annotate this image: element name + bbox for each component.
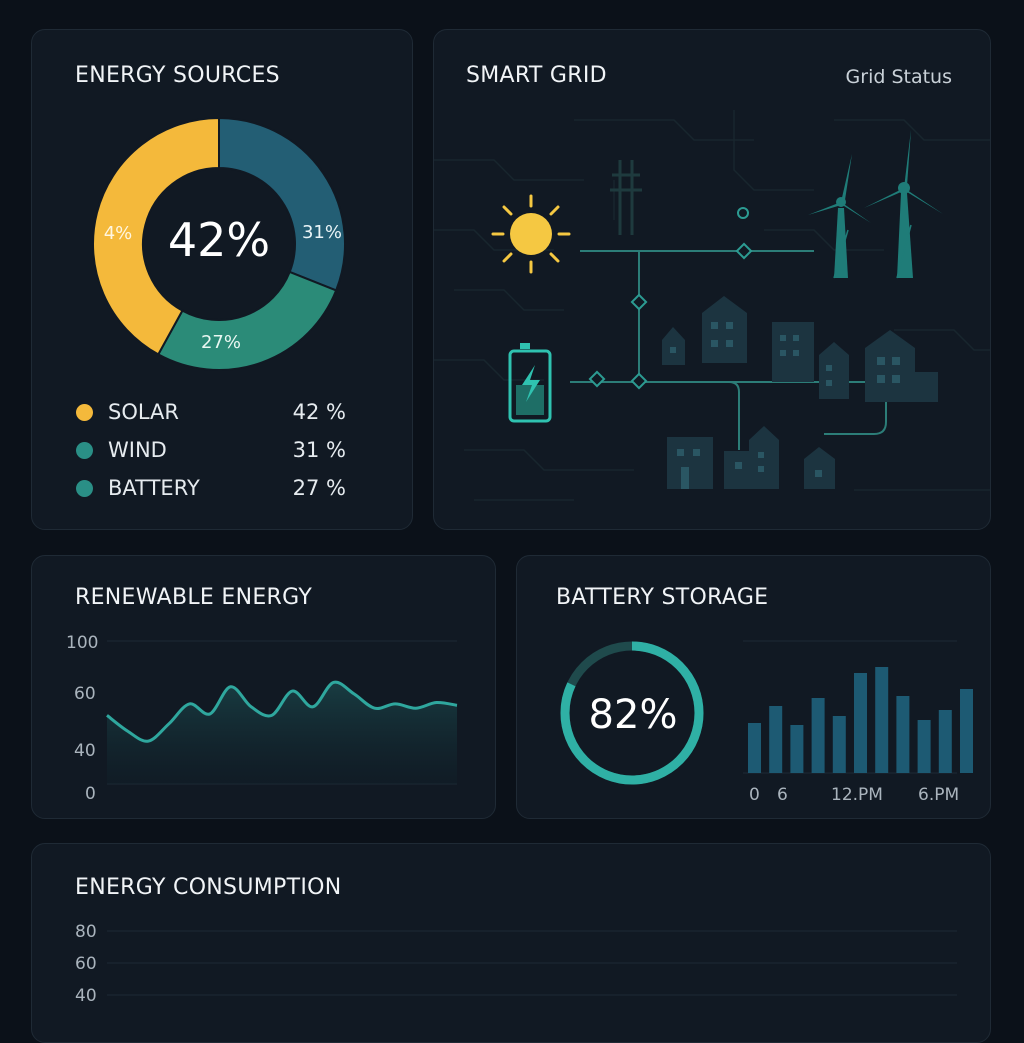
x-tick-label: 6.PM — [918, 785, 960, 805]
legend-item-battery: BATTERY 27 % — [76, 474, 346, 504]
renewable-series-line — [106, 680, 458, 743]
energy-consumption-title: ENERGY CONSUMPTION — [75, 875, 342, 900]
energy-sources-card: ENERGY SOURCES 42% 4% 31% 27% SOLAR 42 %… — [31, 29, 413, 530]
power-pylon-icon — [610, 160, 642, 235]
chart-gridlines — [107, 930, 957, 996]
battery-storage-card: BATTERY STORAGE 82% 0 6 12.PM 6.PM — [516, 555, 991, 819]
gauge-value: 82% — [589, 692, 678, 738]
energy-sources-donut-chart: 42% 4% 31% 27% — [92, 116, 346, 371]
y-tick-label: 100 — [66, 633, 99, 653]
x-tick-label: 6 — [777, 785, 788, 805]
legend-item-solar: SOLAR 42 % — [76, 398, 346, 428]
battery-bar — [769, 706, 783, 773]
donut-slice-wind — [218, 116, 346, 292]
circuit-traces — [434, 110, 990, 501]
y-tick-label: 60 — [75, 954, 97, 974]
sun-icon — [491, 194, 571, 274]
legend-dot-solar — [76, 404, 93, 421]
legend-value-wind: 31 % — [292, 438, 346, 462]
energy-sources-title: ENERGY SOURCES — [75, 63, 280, 88]
donut-slice-battery — [156, 270, 338, 371]
grid-status-label[interactable]: Grid Status — [845, 66, 952, 88]
legend-dot-wind — [76, 442, 93, 459]
smart-grid-title: SMART GRID — [466, 63, 607, 88]
legend-value-solar: 42 % — [292, 400, 346, 424]
battery-bar — [832, 716, 846, 773]
gauge-progress-arc — [560, 641, 704, 785]
energy-consumption-chart — [107, 930, 957, 996]
battery-bar — [875, 667, 889, 773]
donut-label-wind: 31% — [302, 222, 342, 243]
y-tick-label: 40 — [75, 986, 97, 1006]
smart-grid-illustration — [434, 110, 990, 501]
legend-label-battery: BATTERY — [108, 476, 200, 500]
x-tick-label: 0 — [749, 785, 760, 805]
battery-bar — [790, 725, 804, 773]
donut-label-solar: 4% — [104, 223, 133, 244]
battery-storage-chart: 82% — [560, 640, 973, 785]
legend-item-wind: WIND 31 % — [76, 436, 346, 466]
legend-value-battery: 27 % — [292, 476, 346, 500]
legend-dot-battery — [76, 480, 93, 497]
y-tick-label: 40 — [74, 741, 96, 761]
smart-grid-card: SMART GRID Grid Status — [433, 29, 991, 530]
battery-bar — [811, 698, 825, 773]
y-tick-label: 80 — [75, 922, 97, 942]
donut-slice-solar — [92, 116, 220, 356]
legend-label-wind: WIND — [108, 438, 167, 462]
building-windows — [670, 322, 900, 489]
y-tick-label: 60 — [74, 684, 96, 704]
battery-bar — [748, 723, 761, 773]
renewable-energy-title: RENEWABLE ENERGY — [75, 585, 313, 610]
building-icon — [662, 296, 938, 489]
renewable-energy-card: RENEWABLE ENERGY 100 60 40 0 — [31, 555, 496, 819]
grid-nodes — [588, 207, 753, 390]
y-tick-label: 0 — [85, 784, 96, 804]
battery-bar — [938, 710, 952, 773]
battery-bar — [917, 720, 931, 773]
legend-label-solar: SOLAR — [108, 400, 179, 424]
energy-consumption-card: ENERGY CONSUMPTION 80 60 40 — [31, 843, 991, 1043]
renewable-area-fill — [107, 682, 457, 784]
battery-bar — [854, 673, 867, 773]
renewable-energy-area-chart — [106, 640, 458, 785]
x-tick-label: 12.PM — [831, 785, 883, 805]
battery-bar — [896, 696, 910, 773]
wind-turbine-icon — [808, 130, 943, 279]
battery-storage-title: BATTERY STORAGE — [556, 585, 769, 610]
battery-bar — [960, 689, 973, 773]
donut-label-battery: 27% — [201, 332, 241, 353]
donut-center-value: 42% — [168, 213, 270, 267]
battery-charging-icon — [508, 343, 552, 423]
